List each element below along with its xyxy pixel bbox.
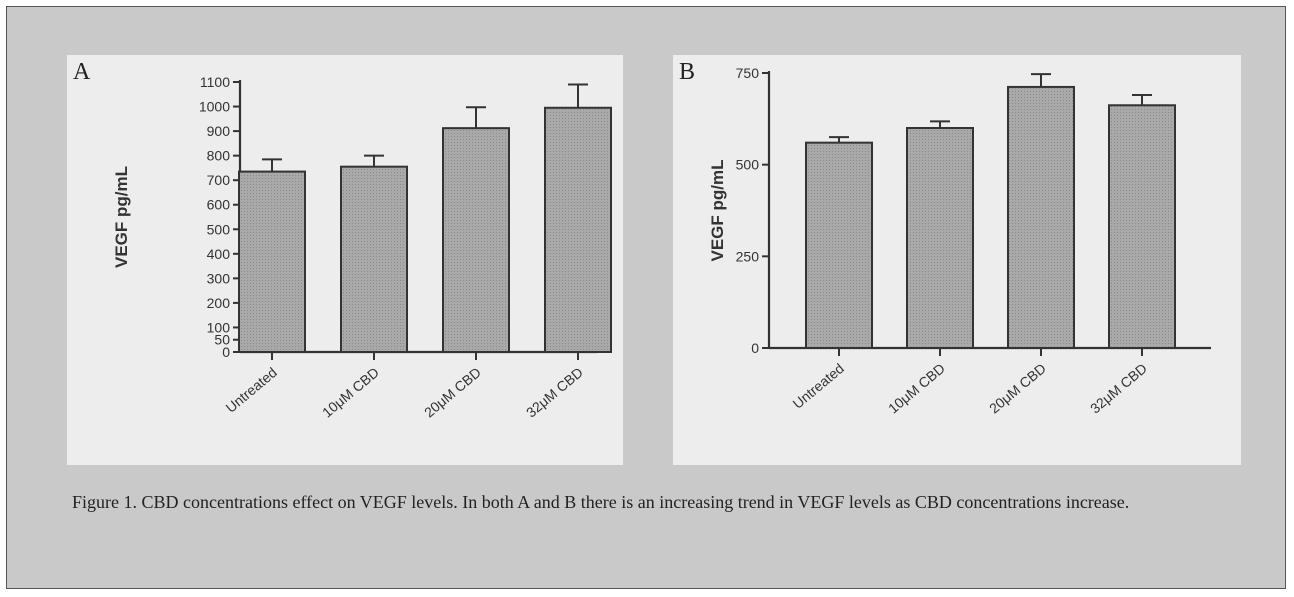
chart-panel-b: B 0 250 500 750 VEGF pg/mL Untreated 10μM CBD 2…: [673, 55, 1241, 465]
chart-b: 0 250 500 750 VEGF pg/mL Untreated 10μM CBD 20μ…: [708, 65, 1211, 416]
bar: [340, 165, 408, 353]
x-tick-label: Untreated: [790, 360, 847, 412]
y-axis-title: VEGF pg/mL: [708, 160, 727, 262]
y-tick-label: 750: [736, 65, 760, 81]
bar: [805, 141, 873, 349]
y-tick-label: 250: [736, 248, 760, 264]
y-tick-label: 900: [207, 123, 231, 139]
y-tick-label: 400: [207, 246, 231, 262]
x-tick-label: 10μM CBD: [319, 364, 382, 420]
y-tick-label: 700: [207, 172, 231, 188]
figure-caption: Figure 1. CBD concentrations effect on V…: [72, 492, 1130, 512]
panel-label-a: A: [73, 59, 91, 85]
bar: [1007, 85, 1075, 350]
x-tick-label: Untreated: [223, 364, 280, 416]
bar: [238, 170, 306, 353]
y-tick-label: 200: [207, 295, 231, 311]
y-axis-title: VEGF pg/mL: [112, 166, 131, 268]
bar: [544, 106, 612, 354]
bar: [906, 127, 974, 349]
y-tick-label: 100: [207, 319, 231, 335]
y-tick-label: 800: [207, 148, 231, 164]
y-tick-label: 0: [222, 344, 230, 360]
x-tick-label: 32μM CBD: [523, 364, 586, 420]
y-tick-label: 500: [207, 221, 231, 237]
y-tick-label: 1100: [200, 74, 230, 90]
y-tick-label: 0: [751, 340, 759, 356]
x-tick-label: 20μM CBD: [986, 360, 1049, 416]
x-tick-label: 20μM CBD: [421, 364, 484, 420]
y-tick-label: 500: [736, 157, 760, 173]
x-tick-label: 32μM CBD: [1087, 360, 1150, 416]
y-tick-label: 1000: [199, 99, 230, 115]
y-tick-label: 300: [207, 270, 231, 286]
bar: [442, 127, 510, 353]
x-tick-label: 10μM CBD: [885, 360, 948, 416]
chart-panel-a: A 0 50 100 200 300 400 500 600 700 800 900 1000 1100…: [67, 55, 623, 465]
panel-label-b: B: [679, 59, 696, 85]
y-tick-label: 50: [214, 332, 230, 348]
y-tick-label: 600: [207, 197, 231, 213]
bar: [1108, 104, 1176, 350]
figure-frame: A 0 50 100 200 300 400 500 600 700 800 900 1000 1100…: [6, 6, 1286, 589]
